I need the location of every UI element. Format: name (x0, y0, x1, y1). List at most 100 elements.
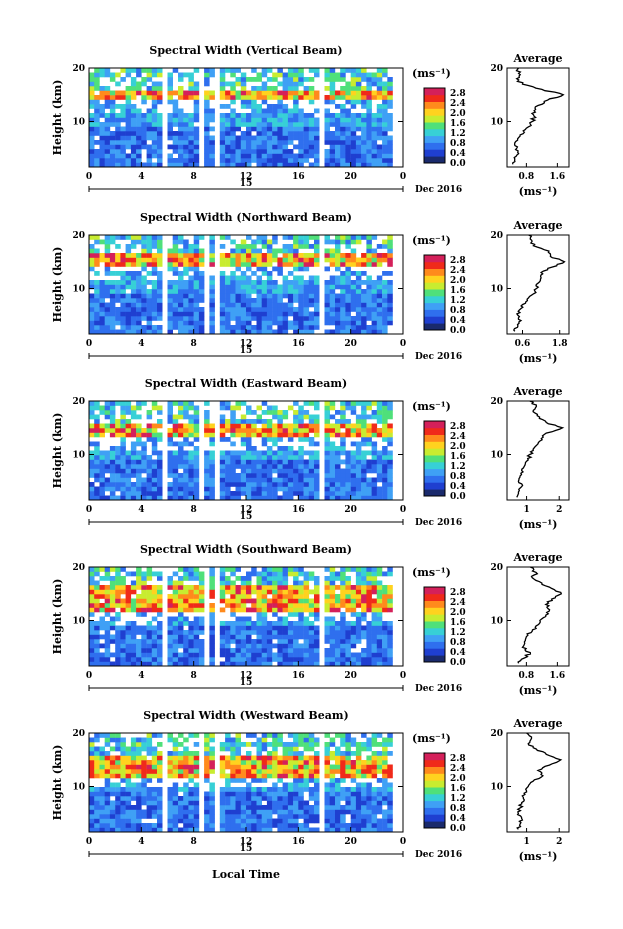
heatmap-cell (225, 90, 231, 96)
heatmap-cell (350, 253, 357, 258)
heatmap-cell (329, 594, 336, 599)
heatmap-cell (219, 791, 226, 797)
heatmap-cell (298, 244, 304, 249)
heatmap-cell (246, 585, 252, 590)
heatmap-cell (261, 809, 268, 815)
heatmap-cell (125, 262, 132, 267)
heatmap-cell (94, 455, 100, 460)
heatmap-cell (382, 113, 388, 118)
heatmap-cell (89, 796, 95, 801)
heatmap-cell (272, 612, 278, 617)
heatmap-cell (251, 126, 257, 132)
heatmap-cell (293, 266, 299, 272)
heatmap-cell (157, 95, 163, 100)
heatmap-cell (266, 751, 273, 756)
heatmap-cell (125, 257, 132, 263)
heatmap-cell (109, 162, 116, 168)
heatmap-cell (240, 113, 247, 118)
heatmap-cell (151, 437, 158, 442)
heatmap-cell (151, 298, 158, 303)
heatmap-cell (308, 149, 315, 154)
heatmap-cell (146, 414, 153, 420)
heatmap-cell (293, 733, 299, 738)
heatmap-cell (266, 621, 273, 626)
heatmap-cell (94, 149, 100, 154)
heatmap-cell (350, 441, 357, 447)
heatmap-cell (130, 441, 137, 447)
heatmap-cell (251, 253, 257, 258)
heatmap-cell (371, 401, 378, 406)
heatmap-cell (157, 652, 163, 658)
heatmap-cell (366, 580, 372, 586)
heatmap-cell (109, 621, 116, 626)
heatmap-cell (141, 90, 147, 96)
heatmap-cell (261, 302, 268, 308)
heatmap-cell (345, 607, 351, 613)
heatmap-cell (298, 464, 304, 469)
heatmap-cell (183, 158, 189, 163)
heatmap-cell (272, 634, 278, 640)
heatmap-cell (188, 307, 194, 312)
heatmap-cell (387, 567, 393, 572)
heatmap-cell (266, 244, 273, 249)
heatmap-cell (141, 280, 147, 285)
heatmap-cell (355, 414, 362, 420)
heatmap-cell (303, 235, 310, 240)
heatmap-cell (340, 625, 346, 631)
heatmap-cell (94, 271, 100, 276)
heatmap-cell (261, 661, 268, 667)
heatmap-cell (178, 603, 184, 608)
heatmap-cell (89, 302, 95, 308)
heatmap-cell (355, 634, 362, 640)
heatmap-cell (387, 153, 393, 159)
y-tick-label: 10 (72, 285, 85, 295)
heatmap-cell (246, 589, 252, 595)
heatmap-cell (272, 567, 278, 572)
heatmap-cell (350, 284, 357, 290)
heatmap-cell (183, 814, 189, 819)
heatmap-cell (246, 607, 252, 613)
heatmap-cell (303, 818, 310, 824)
heatmap-cell (157, 733, 163, 738)
heatmap-cell (141, 455, 147, 460)
heatmap-cell (371, 140, 378, 145)
heatmap-cell (308, 280, 315, 285)
heatmap-cell (209, 450, 215, 456)
heatmap-cell (261, 271, 268, 276)
heatmap-cell (361, 612, 367, 617)
heatmap-cell (125, 90, 132, 96)
heatmap-cell (188, 135, 194, 141)
heatmap-cell (251, 661, 257, 667)
heatmap-cell (193, 455, 200, 460)
heatmap-cell (308, 437, 315, 442)
heatmap-cell (345, 585, 351, 590)
heatmap-cell (235, 751, 241, 756)
heatmap-cell (225, 253, 231, 258)
heatmap-cell (188, 117, 194, 123)
heatmap-cell (146, 805, 153, 810)
heatmap-cell (303, 280, 310, 285)
heatmap-cell (172, 594, 179, 599)
heatmap-cell (287, 253, 294, 258)
colorbar-swatch (424, 607, 445, 615)
heatmap-cell (272, 72, 278, 78)
heatmap-cell (287, 585, 294, 590)
heatmap-cell (151, 625, 158, 631)
heatmap-cell (298, 755, 304, 761)
heatmap-cell (246, 113, 252, 118)
heatmap-cell (261, 253, 268, 258)
heatmap-cell (251, 603, 257, 608)
heatmap-cell (125, 108, 132, 114)
heatmap-cell (277, 567, 283, 572)
heatmap-cell (209, 90, 215, 96)
heatmap-cell (303, 122, 310, 127)
heatmap-cell (125, 144, 132, 150)
heatmap-cell (183, 280, 189, 285)
heatmap-cell (298, 594, 304, 599)
heatmap-cell (282, 459, 289, 465)
heatmap-cell (350, 603, 357, 608)
heatmap-cell (146, 800, 153, 806)
heatmap-cell (277, 787, 283, 792)
heatmap-cell (287, 131, 294, 136)
heatmap-cell (235, 302, 241, 308)
